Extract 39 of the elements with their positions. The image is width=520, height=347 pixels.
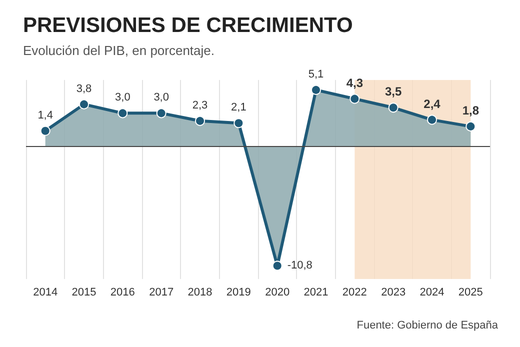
data-label: 3,0 — [154, 92, 169, 104]
point — [234, 118, 244, 128]
point — [427, 114, 437, 125]
point — [388, 102, 398, 113]
x-tick-label: 2023 — [381, 286, 406, 298]
point — [195, 116, 205, 126]
data-label: 3,8 — [76, 82, 92, 95]
x-tick-label: 2020 — [265, 286, 290, 298]
x-tick-label: 2019 — [226, 286, 251, 298]
data-label: 4,3 — [346, 76, 364, 90]
data-label: 2,4 — [424, 96, 441, 111]
x-tick-label: 2014 — [33, 286, 58, 298]
x-tick-label: 2016 — [110, 286, 135, 298]
point — [311, 84, 321, 95]
point — [40, 126, 50, 136]
x-tick-label: 2017 — [149, 286, 174, 298]
x-tick-label: 2022 — [342, 286, 367, 298]
data-label: 5,1 — [308, 68, 324, 80]
point — [156, 108, 166, 118]
point — [272, 260, 282, 271]
data-label: 3,0 — [115, 92, 130, 104]
x-tick-label: 2024 — [420, 286, 444, 298]
point — [79, 99, 89, 110]
source-note: Fuente: Gobierno de España — [356, 320, 499, 332]
x-tick-label: 2021 — [304, 286, 328, 298]
chart-subtitle: Evolución del PIB, en porcentaje. — [23, 43, 215, 58]
x-tick-label: 2025 — [458, 286, 483, 298]
data-label: -10,8 — [287, 260, 312, 272]
chart-title: PREVISIONES DE CRECIMIENTO — [23, 14, 353, 37]
point — [118, 108, 128, 118]
data-label: 2,1 — [231, 102, 246, 114]
data-label: 3,5 — [384, 84, 402, 99]
data-label: 2,3 — [192, 99, 208, 112]
point — [466, 121, 476, 132]
x-tick-label: 2015 — [72, 286, 96, 298]
data-label: 1,4 — [38, 109, 53, 122]
point — [350, 94, 360, 104]
x-tick-label: 2018 — [188, 286, 212, 298]
data-label: 1,8 — [462, 103, 480, 118]
